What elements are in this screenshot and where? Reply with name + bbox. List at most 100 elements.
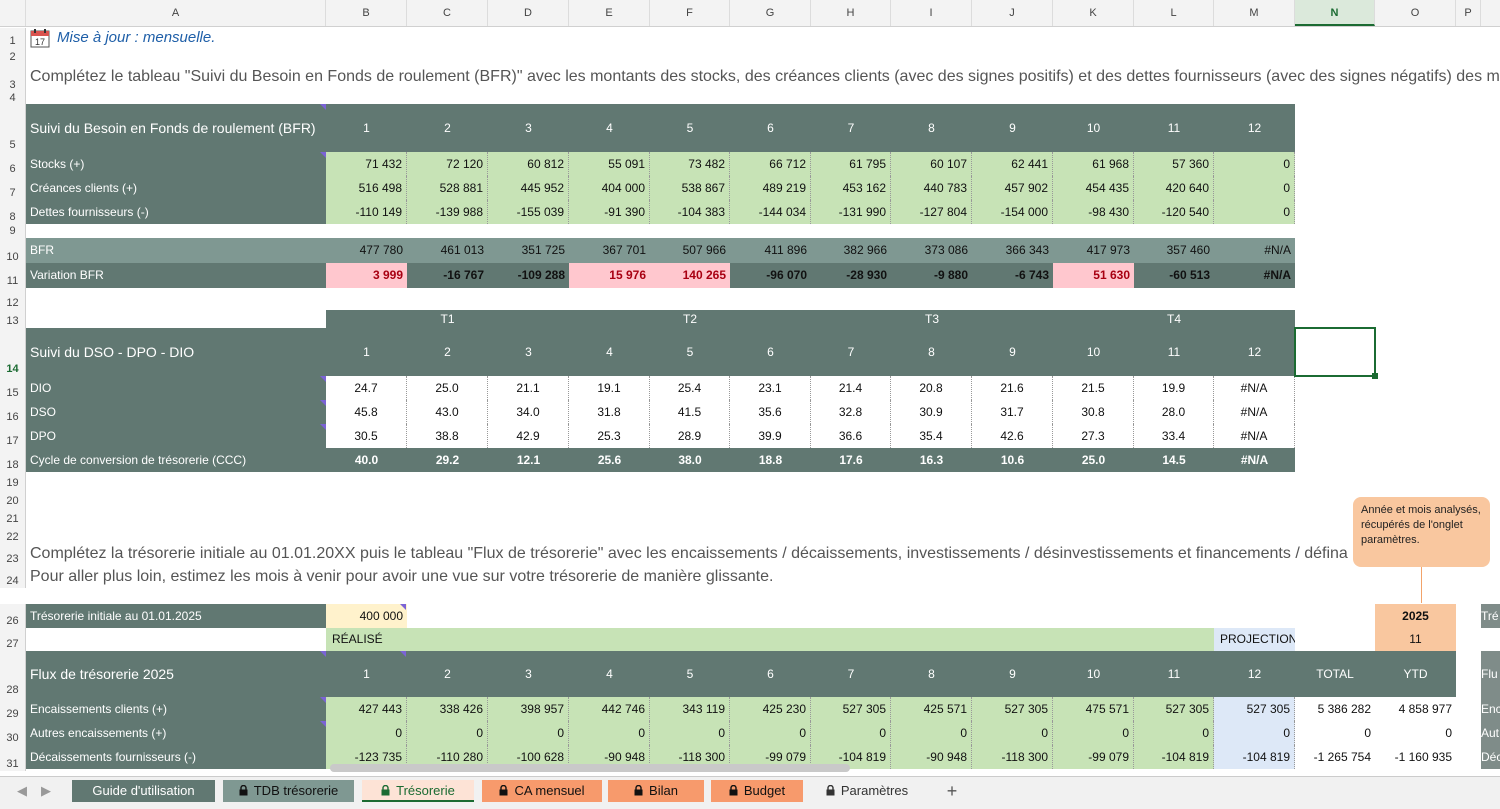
prev-sheet-arrow-icon[interactable]: ◀ (17, 783, 27, 798)
flux-value-cell[interactable]: 0 (972, 721, 1053, 745)
bfr-value-cell[interactable]: -144 034 (730, 200, 811, 224)
row-header-8[interactable]: 8 (0, 200, 26, 224)
bfr-value-cell[interactable]: 62 441 (972, 152, 1053, 176)
row-header-7[interactable]: 7 (0, 176, 26, 200)
column-header-L[interactable]: L (1134, 0, 1214, 26)
row-header-26[interactable]: 26 (0, 604, 26, 628)
column-header-I[interactable]: I (891, 0, 972, 26)
column-header-O[interactable]: O (1375, 0, 1456, 26)
flux-value-cell[interactable]: 0 (1134, 721, 1214, 745)
flux-value-cell[interactable]: 442 746 (569, 697, 650, 721)
bfr-value-cell[interactable]: -91 390 (569, 200, 650, 224)
column-header-N[interactable]: N (1295, 0, 1375, 26)
flux-value-cell[interactable]: 0 (1214, 721, 1295, 745)
bfr-value-cell[interactable]: 0 (1214, 200, 1295, 224)
column-header-B[interactable]: B (326, 0, 407, 26)
row-header-19[interactable]: 19 (0, 472, 26, 490)
bfr-value-cell[interactable]: 454 435 (1053, 176, 1134, 200)
flux-value-cell[interactable]: -118 300 (972, 745, 1053, 769)
row-header-13[interactable]: 13 (0, 310, 26, 328)
flux-value-cell[interactable]: 0 (407, 721, 488, 745)
bfr-value-cell[interactable]: -131 990 (811, 200, 891, 224)
row-header-1[interactable]: 1 (0, 28, 26, 48)
column-header-E[interactable]: E (569, 0, 650, 26)
column-header-G[interactable]: G (730, 0, 811, 26)
flux-value-cell[interactable]: 427 443 (326, 697, 407, 721)
flux-value-cell[interactable]: 527 305 (972, 697, 1053, 721)
treso-initial-value[interactable]: 400 000 (326, 604, 407, 628)
flux-value-cell[interactable]: 0 (1053, 721, 1134, 745)
bfr-value-cell[interactable]: 528 881 (407, 176, 488, 200)
sheet-tab-4[interactable]: Bilan (608, 780, 704, 802)
column-header-K[interactable]: K (1053, 0, 1134, 26)
sheet-tab-6[interactable]: Paramètres (812, 780, 922, 802)
flux-value-cell[interactable]: 0 (569, 721, 650, 745)
flux-value-cell[interactable]: 0 (811, 721, 891, 745)
row-header-22[interactable]: 22 (0, 526, 26, 544)
row-header-16[interactable]: 16 (0, 400, 26, 424)
bfr-value-cell[interactable]: -110 149 (326, 200, 407, 224)
flux-value-cell[interactable]: -104 819 (1134, 745, 1214, 769)
flux-value-cell[interactable]: 343 119 (650, 697, 730, 721)
bfr-value-cell[interactable]: 440 783 (891, 176, 972, 200)
flux-value-cell[interactable]: -99 079 (1053, 745, 1134, 769)
flux-value-cell[interactable]: 0 (650, 721, 730, 745)
flux-value-cell[interactable]: -90 948 (891, 745, 972, 769)
row-header-15[interactable]: 15 (0, 376, 26, 400)
bfr-value-cell[interactable]: 457 902 (972, 176, 1053, 200)
bfr-value-cell[interactable]: 420 640 (1134, 176, 1214, 200)
flux-value-cell[interactable]: -104 819 (1214, 745, 1295, 769)
flux-value-cell[interactable]: 475 571 (1053, 697, 1134, 721)
row-header-14[interactable]: 14 (0, 328, 26, 376)
bfr-value-cell[interactable]: 404 000 (569, 176, 650, 200)
column-header-H[interactable]: H (811, 0, 891, 26)
row-header-18[interactable]: 18 (0, 448, 26, 472)
flux-value-cell[interactable]: 398 957 (488, 697, 569, 721)
row-header-6[interactable]: 6 (0, 152, 26, 176)
bfr-value-cell[interactable]: 66 712 (730, 152, 811, 176)
flux-value-cell[interactable]: 527 305 (1134, 697, 1214, 721)
column-header-C[interactable]: C (407, 0, 488, 26)
row-header-5[interactable]: 5 (0, 104, 26, 152)
flux-value-cell[interactable]: 0 (891, 721, 972, 745)
flux-value-cell[interactable]: 338 426 (407, 697, 488, 721)
row-header-4[interactable]: 4 (0, 92, 26, 104)
flux-value-cell[interactable]: 425 571 (891, 697, 972, 721)
column-header-M[interactable]: M (1214, 0, 1295, 26)
sheet-tab-0[interactable]: Guide d'utilisation (72, 780, 215, 802)
bfr-value-cell[interactable]: -98 430 (1053, 200, 1134, 224)
bfr-value-cell[interactable]: 453 162 (811, 176, 891, 200)
bfr-value-cell[interactable]: -154 000 (972, 200, 1053, 224)
sheet-tab-1[interactable]: TDB trésorerie (223, 780, 354, 802)
bfr-value-cell[interactable]: 72 120 (407, 152, 488, 176)
row-header-3[interactable]: 3 (0, 64, 26, 92)
bfr-value-cell[interactable]: -104 383 (650, 200, 730, 224)
flux-value-cell[interactable]: -110 280 (407, 745, 488, 769)
flux-value-cell[interactable]: 0 (730, 721, 811, 745)
row-header-29[interactable]: 29 (0, 697, 26, 721)
bfr-value-cell[interactable]: -127 804 (891, 200, 972, 224)
sheet-tab-3[interactable]: CA mensuel (482, 780, 602, 802)
column-header-D[interactable]: D (488, 0, 569, 26)
bfr-value-cell[interactable]: 538 867 (650, 176, 730, 200)
row-header-21[interactable]: 21 (0, 508, 26, 526)
row-header-10[interactable]: 10 (0, 238, 26, 264)
bfr-value-cell[interactable]: 0 (1214, 176, 1295, 200)
row-header-28[interactable]: 28 (0, 651, 26, 697)
flux-value-cell[interactable]: 527 305 (1214, 697, 1295, 721)
bfr-value-cell[interactable]: 489 219 (730, 176, 811, 200)
bfr-value-cell[interactable]: 71 432 (326, 152, 407, 176)
add-sheet-button[interactable]: + (946, 781, 958, 801)
column-header-A[interactable]: A (26, 0, 326, 26)
sheet-tab-2[interactable]: Trésorerie (362, 780, 474, 802)
fill-handle[interactable] (1372, 373, 1378, 379)
flux-value-cell[interactable]: 527 305 (811, 697, 891, 721)
column-header-P[interactable]: P (1456, 0, 1481, 26)
row-header-24[interactable]: 24 (0, 566, 26, 588)
row-header-17[interactable]: 17 (0, 424, 26, 448)
bfr-value-cell[interactable]: 73 482 (650, 152, 730, 176)
row-header-27[interactable]: 27 (0, 628, 26, 651)
bfr-value-cell[interactable]: 516 498 (326, 176, 407, 200)
bfr-value-cell[interactable]: 445 952 (488, 176, 569, 200)
flux-value-cell[interactable]: 425 230 (730, 697, 811, 721)
